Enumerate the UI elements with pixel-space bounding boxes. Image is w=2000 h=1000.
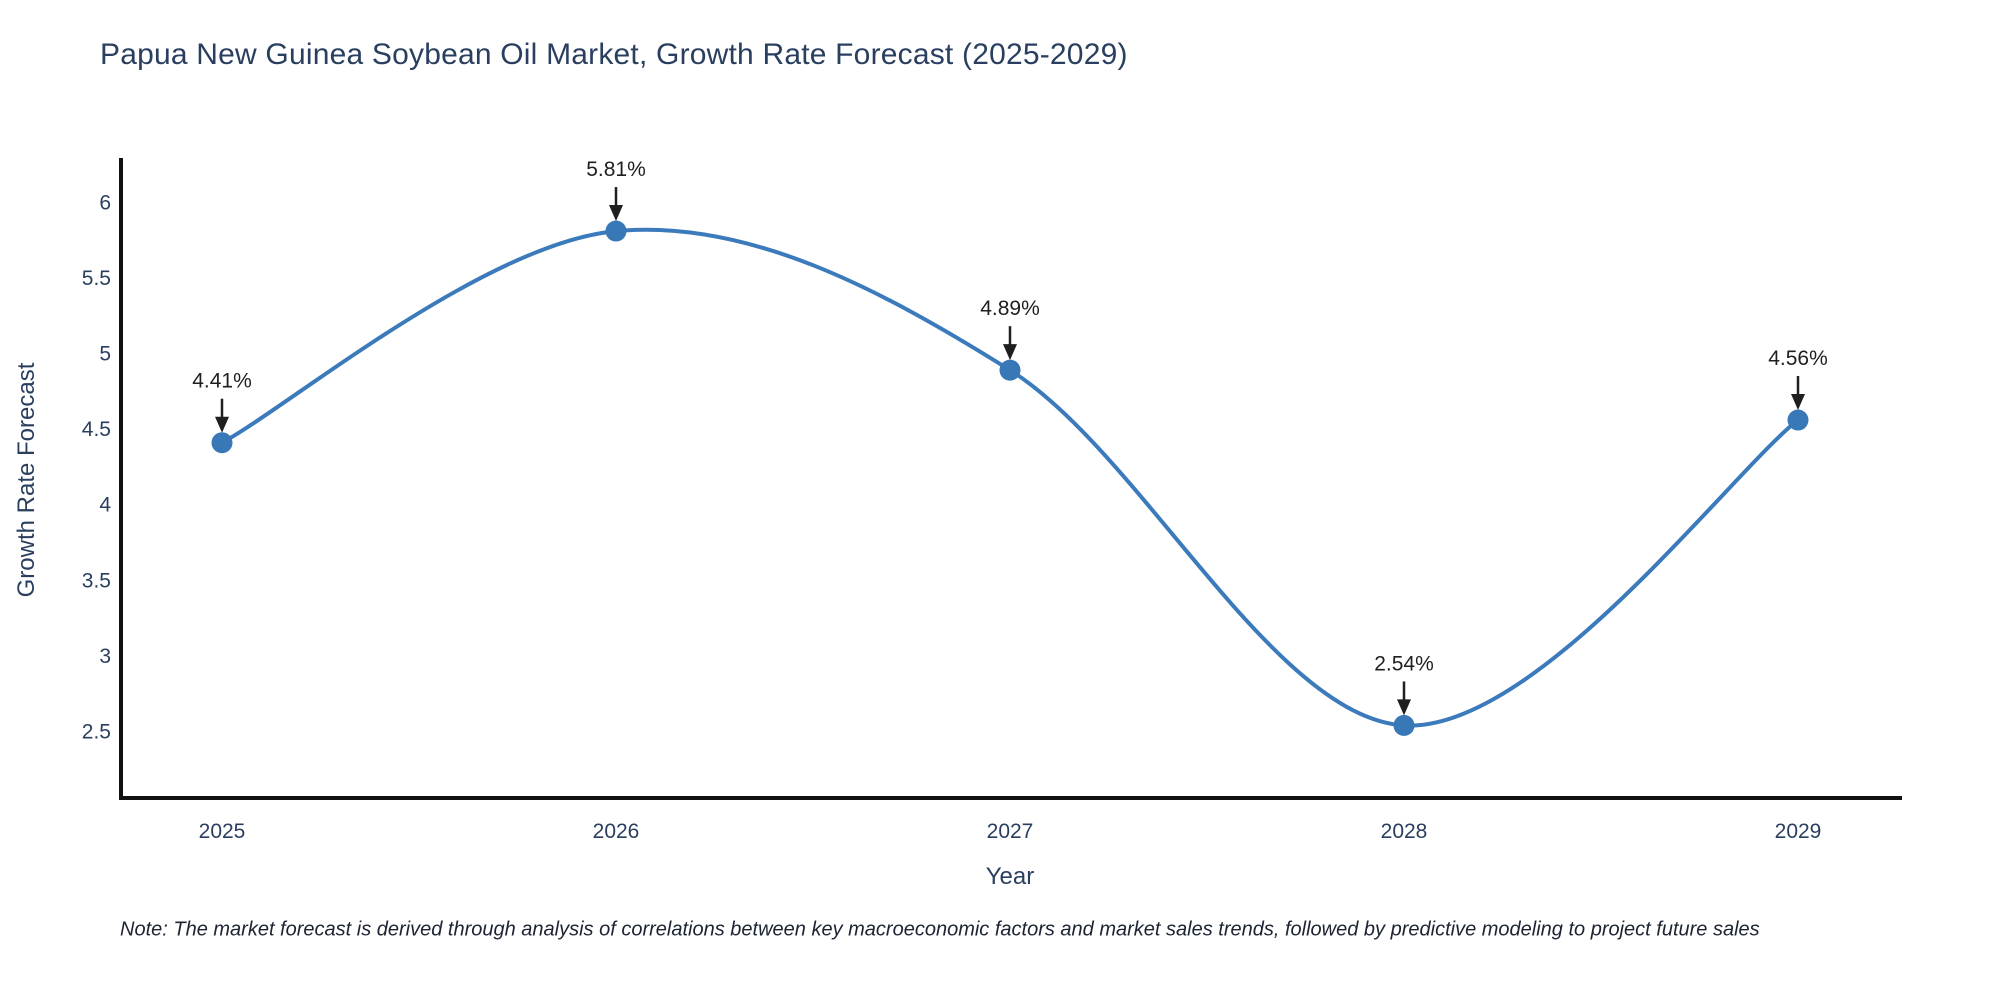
x-tick-label: 2025 bbox=[199, 820, 246, 843]
y-tick-label: 4 bbox=[99, 494, 111, 517]
annotation-label: 4.56% bbox=[1768, 347, 1828, 370]
annotation-arrowhead bbox=[1791, 394, 1805, 411]
annotation-label: 2.54% bbox=[1374, 652, 1434, 675]
x-tick-label: 2026 bbox=[593, 820, 640, 843]
annotation-arrowhead bbox=[215, 416, 229, 433]
x-tick-label: 2027 bbox=[987, 820, 1034, 843]
annotation-arrowhead bbox=[1003, 344, 1017, 361]
y-axis-title: Growth Rate Forecast bbox=[13, 362, 40, 598]
annotation-arrowhead bbox=[1397, 699, 1411, 716]
annotation-arrowhead bbox=[609, 205, 623, 222]
annotation-label: 5.81% bbox=[586, 158, 646, 181]
annotation: 4.41% bbox=[192, 370, 252, 433]
annotation: 5.81% bbox=[586, 158, 646, 222]
y-tick-label: 3 bbox=[99, 645, 111, 668]
y-tick-label: 5 bbox=[99, 343, 111, 366]
data-point-marker bbox=[1787, 409, 1809, 431]
x-axis-title: Year bbox=[985, 863, 1035, 890]
data-point-marker bbox=[999, 359, 1021, 381]
data-point-marker bbox=[605, 220, 627, 242]
annotation-label: 4.89% bbox=[980, 297, 1040, 320]
y-tick-label: 2.5 bbox=[82, 720, 111, 743]
annotation: 4.89% bbox=[980, 297, 1040, 361]
y-tick-label: 6 bbox=[99, 191, 111, 214]
annotation-label: 4.41% bbox=[192, 370, 252, 393]
y-tick-label: 4.5 bbox=[82, 418, 111, 441]
data-point-marker bbox=[211, 432, 233, 454]
chart-title: Papua New Guinea Soybean Oil Market, Gro… bbox=[100, 38, 1128, 71]
data-point-marker bbox=[1393, 714, 1415, 736]
line-series bbox=[220, 227, 1800, 728]
annotation: 4.56% bbox=[1768, 347, 1828, 411]
x-tick-label: 2028 bbox=[1381, 820, 1428, 843]
y-tick-label: 5.5 bbox=[82, 267, 111, 290]
y-tick-label: 3.5 bbox=[82, 569, 111, 592]
annotation: 2.54% bbox=[1374, 652, 1434, 716]
x-tick-label: 2029 bbox=[1775, 820, 1822, 843]
footnote: Note: The market forecast is derived thr… bbox=[120, 918, 1760, 941]
